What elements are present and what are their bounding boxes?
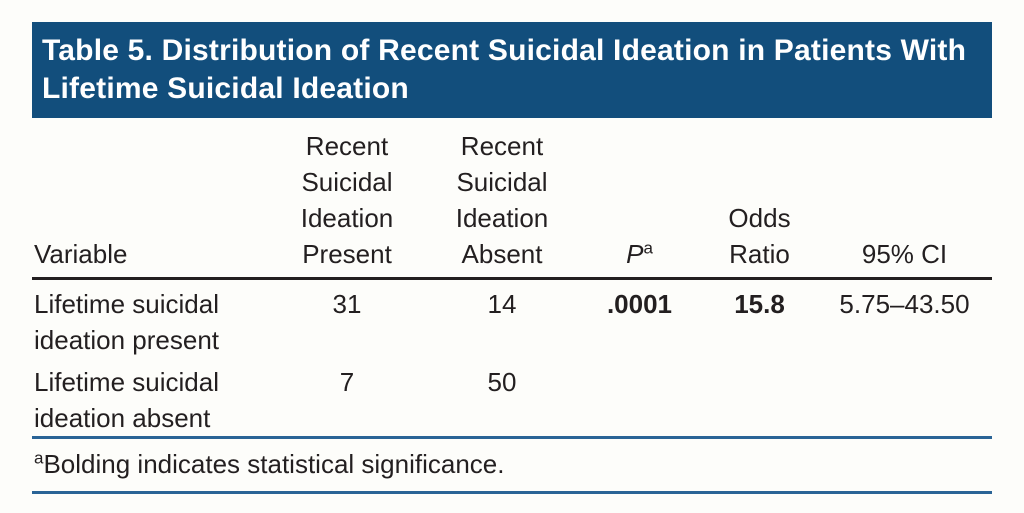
recent-si-present-count: 7 — [339, 367, 355, 397]
odds-ratio-cell — [702, 358, 817, 436]
variable-cell: Lifetime suicidal ideation present — [34, 289, 220, 355]
table-row-lifetime-si-present: Lifetime suicidal ideation present 31 14… — [32, 279, 992, 359]
column-header-variable: Variable — [32, 128, 267, 280]
table-footnote: aBolding indicates statistical significa… — [32, 436, 992, 494]
p-value-cell — [577, 358, 702, 436]
footnote-text: Bolding indicates statistical significan… — [43, 449, 505, 479]
confidence-interval-cell — [817, 358, 992, 436]
odds-ratio-cell: 15.8 — [734, 289, 785, 319]
column-header-95-ci-label: 95% CI — [861, 239, 948, 269]
column-header-odds-ratio-label: Odds Ratio — [728, 203, 791, 269]
p-value-footnote-marker: a — [643, 238, 653, 258]
table-title: Table 5. Distribution of Recent Suicidal… — [32, 22, 992, 118]
column-header-p-value: Pa — [577, 128, 702, 280]
column-header-odds-ratio: Odds Ratio — [702, 128, 817, 280]
table-row-lifetime-si-absent: Lifetime suicidal ideation absent 7 50 — [32, 358, 992, 436]
p-value-cell: .0001 — [606, 289, 673, 319]
column-header-recent-si-absent: Recent Suicidal Ideation Absent — [427, 128, 577, 280]
column-header-recent-si-present: Recent Suicidal Ideation Present — [267, 128, 427, 280]
p-value-symbol: P — [626, 239, 644, 269]
table-figure: Table 5. Distribution of Recent Suicidal… — [32, 22, 992, 494]
confidence-interval-cell: 5.75–43.50 — [839, 289, 970, 319]
column-header-95-ci: 95% CI — [817, 128, 992, 280]
table-header-row: Variable Recent Suicidal Ideation Presen… — [32, 128, 992, 280]
statistics-table: Variable Recent Suicidal Ideation Presen… — [32, 128, 992, 436]
recent-si-present-count: 31 — [332, 289, 362, 319]
recent-si-absent-count: 14 — [487, 289, 517, 319]
column-header-recent-si-absent-label: Recent Suicidal Ideation Absent — [455, 131, 549, 269]
variable-cell: Lifetime suicidal ideation absent — [34, 367, 219, 433]
column-header-recent-si-present-label: Recent Suicidal Ideation Present — [300, 131, 394, 269]
recent-si-absent-count: 50 — [487, 367, 517, 397]
footnote-marker: a — [34, 448, 44, 468]
